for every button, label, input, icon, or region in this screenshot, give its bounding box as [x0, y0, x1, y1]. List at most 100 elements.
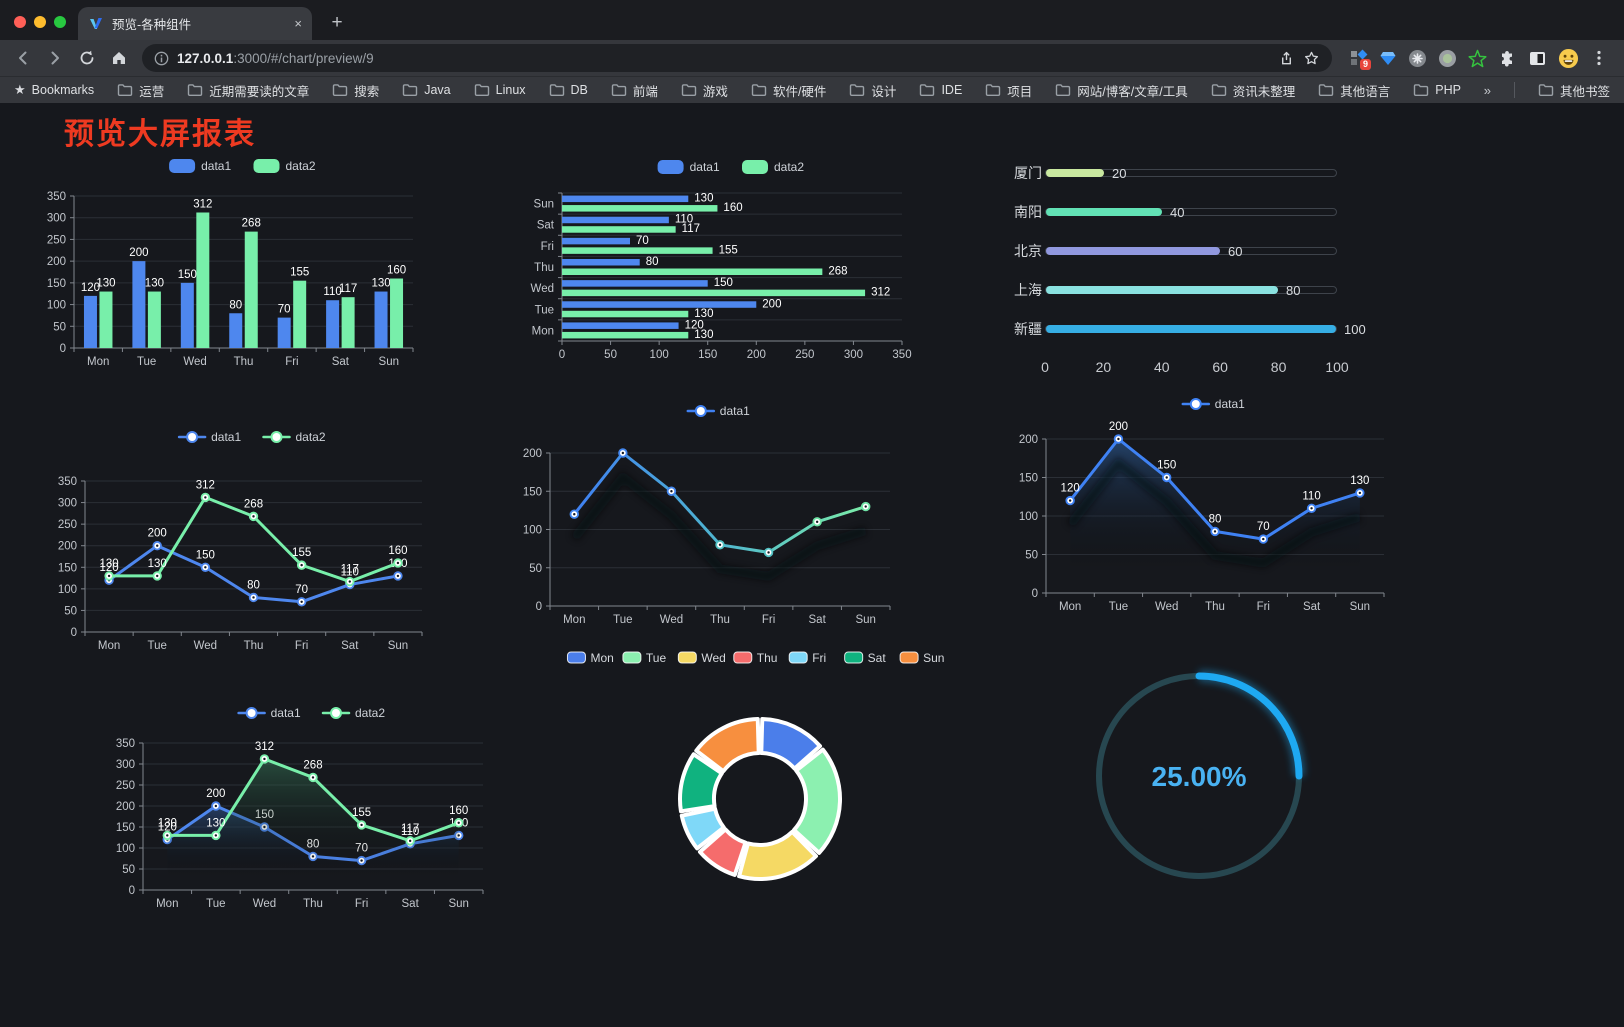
svg-text:Sun: Sun	[855, 614, 875, 626]
bookmark-item[interactable]: 软件/硬件	[751, 81, 826, 100]
chart-legend[interactable]: data1 data2	[169, 159, 316, 173]
puzzle-extensions-icon[interactable]	[1498, 49, 1517, 68]
chart-legend[interactable]: data1	[1181, 397, 1245, 411]
svg-text:Fri: Fri	[812, 651, 826, 665]
chart-gauge[interactable]: 25.00%	[1079, 653, 1319, 899]
svg-text:100: 100	[650, 349, 669, 361]
svg-text:155: 155	[352, 807, 371, 819]
line-series-data1[interactable]: 120 200 150 80 70 110 130	[1061, 421, 1370, 593]
bookmark-item[interactable]: PHP	[1413, 83, 1461, 97]
svg-text:350: 350	[58, 476, 77, 488]
tab-close-icon[interactable]: ×	[294, 16, 302, 31]
line-series-data2[interactable]: 130 130 312 268 155 117 160	[99, 479, 408, 587]
bookmark-item[interactable]: 游戏	[681, 81, 728, 100]
browser-tab[interactable]: 预览-各种组件 ×	[78, 7, 312, 40]
chart-line-two-series[interactable]: data1 data2 0 50 100 150 200 250 300 350 Mon Tue Wed…	[40, 425, 460, 657]
bookmark-item[interactable]: Java	[402, 83, 451, 97]
share-icon[interactable]	[1278, 50, 1295, 67]
bookmark-item[interactable]: 网站/博客/文章/工具	[1055, 81, 1188, 100]
other-bookmarks-folder[interactable]: 其他书签	[1538, 81, 1610, 100]
progress-row-厦门[interactable]: 厦门 20	[1000, 164, 1390, 182]
bookmark-item[interactable]: 搜索	[332, 81, 379, 100]
progress-track: 20	[1045, 166, 1337, 181]
chart-legend[interactable]: data1 data2	[177, 430, 326, 444]
svg-text:268: 268	[828, 266, 847, 278]
back-button[interactable]	[8, 44, 38, 72]
gem-extension-icon[interactable]	[1379, 49, 1397, 67]
donut-slice-Sat[interactable]	[678, 752, 724, 814]
bookmark-item[interactable]: 前端	[611, 81, 658, 100]
window-zoom-button[interactable]	[54, 16, 66, 28]
bookmark-item[interactable]: 设计	[849, 81, 896, 100]
grid-extension-icon[interactable]: 9	[1350, 49, 1371, 70]
bar-series-data2[interactable]: 130 130 312 268 155 117 160	[96, 199, 406, 348]
site-info-icon[interactable]	[154, 51, 169, 66]
donut-slice-Sun[interactable]	[694, 717, 761, 774]
donut-slice-Fri[interactable]	[679, 806, 726, 851]
new-tab-button[interactable]: +	[331, 12, 343, 33]
svg-text:200: 200	[206, 788, 225, 800]
dot-extension-icon[interactable]	[1438, 49, 1457, 68]
progress-row-上海[interactable]: 上海 80	[1000, 281, 1390, 299]
chart-progress-bars[interactable]: 厦门 20 南阳 40 北京 60 上海 80 新疆 100 0 20 40 60 80 100	[1000, 160, 1390, 395]
window-minimize-button[interactable]	[34, 16, 46, 28]
chart-horizontal-bar[interactable]: data1 data2 0 50 100 150 200 250 300 350 Sun Sat Fri…	[505, 153, 925, 378]
chart-grouped-bar[interactable]: data1 data2 0 50 100 150 200 250 300 350 Mon Tue Wed…	[38, 148, 468, 376]
svg-text:0: 0	[536, 601, 542, 613]
chart-legend[interactable]: data1 data2	[657, 160, 805, 174]
progress-row-新疆[interactable]: 新疆 100	[1000, 320, 1390, 338]
folder-icon	[751, 84, 767, 96]
svg-text:200: 200	[747, 349, 766, 361]
bookmark-item[interactable]: 其他语言	[1318, 81, 1390, 100]
line-series-data1[interactable]: 120 200 150 80 70 110 130	[99, 528, 408, 607]
chart-line-gradient[interactable]: data1 0 50 100 150 200 Mon Tue Wed Thu Fri Sat Sun	[505, 400, 925, 630]
svg-text:Fri: Fri	[1257, 601, 1270, 613]
bookmark-item-bookmarks[interactable]: ★ Bookmarks	[14, 82, 94, 98]
forward-button[interactable]	[40, 44, 70, 72]
command-extension-icon[interactable]	[1408, 49, 1427, 68]
chart-legend[interactable]: data1 data2	[237, 706, 386, 720]
chart-legend[interactable]: Mon Tue Wed Thu Fri Sat Sun	[566, 651, 944, 665]
svg-text:110: 110	[1302, 490, 1320, 502]
svg-text:50: 50	[1025, 550, 1038, 562]
url-text[interactable]: 127.0.0.1:3000/#/chart/preview/9	[177, 51, 374, 66]
sidebar-icon[interactable]	[1528, 49, 1547, 68]
bookmark-item[interactable]: Linux	[474, 83, 526, 97]
bookmark-item[interactable]: 资讯未整理	[1211, 81, 1295, 100]
svg-text:Sun: Sun	[448, 898, 468, 910]
chart-area-two-series[interactable]: data1 data2 0 50 100 150 200 250 300 350 Mon Tue Wed…	[100, 689, 520, 921]
donut-slice-Wed[interactable]	[737, 829, 819, 881]
bookmark-star-icon[interactable]	[1303, 50, 1320, 67]
bookmark-item[interactable]: 项目	[985, 81, 1032, 100]
home-button[interactable]	[104, 44, 134, 72]
bookmark-item[interactable]: DB	[549, 83, 588, 97]
profile-avatar[interactable]	[1558, 48, 1579, 69]
reload-button[interactable]	[72, 44, 102, 72]
donut-slice-Mon[interactable]	[759, 717, 823, 771]
svg-text:250: 250	[795, 349, 814, 361]
chart-legend[interactable]: data1	[686, 404, 750, 418]
chart-area-single[interactable]: data1 0 50 100 150 200 Mon Tue Wed Thu Fri Sat Sun 12…	[990, 390, 1390, 620]
menu-icon[interactable]	[1590, 49, 1608, 67]
star-extension-icon[interactable]	[1468, 49, 1487, 68]
bar-series-data2[interactable]: 130 130 312 268 155 117 160	[562, 202, 890, 341]
chart-donut[interactable]: Mon Tue Wed Thu Fri Sat Sun	[545, 639, 965, 909]
window-close-button[interactable]	[14, 16, 26, 28]
bookmark-item[interactable]: 运营	[117, 81, 164, 100]
bookmark-item[interactable]: IDE	[919, 83, 962, 97]
svg-text:155: 155	[290, 267, 309, 279]
donut-slice-Tue[interactable]	[791, 747, 842, 855]
progress-row-南阳[interactable]: 南阳 40	[1000, 203, 1390, 221]
donut-slice-Thu[interactable]	[697, 827, 748, 877]
bookmark-item[interactable]: 近期需要读的文章	[187, 81, 309, 100]
address-bar[interactable]: 127.0.0.1:3000/#/chart/preview/9	[142, 44, 1332, 72]
progress-row-北京[interactable]: 北京 60	[1000, 242, 1390, 260]
bookmark-label: 搜索	[354, 84, 380, 99]
line-series-data1[interactable]	[569, 448, 871, 582]
svg-text:0: 0	[60, 343, 66, 355]
bookmarks-overflow-chevron[interactable]: »	[1483, 82, 1491, 98]
svg-text:Sat: Sat	[1303, 601, 1321, 613]
line-series-data2[interactable]: 130 130 312 268 155 117 160	[158, 741, 469, 890]
